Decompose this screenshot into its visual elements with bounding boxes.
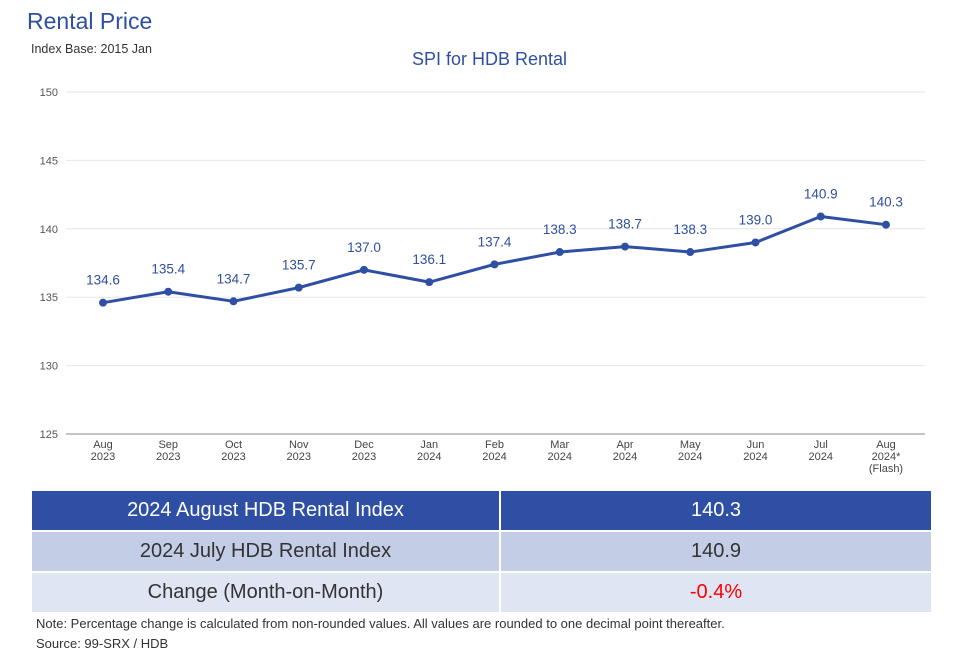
data-point xyxy=(686,248,695,257)
data-label: 138.3 xyxy=(673,222,707,237)
data-label: 138.7 xyxy=(608,217,642,232)
data-label: 140.3 xyxy=(869,195,903,210)
data-point xyxy=(751,238,760,247)
data-point xyxy=(555,248,564,257)
summary-label: 2024 August HDB Rental Index xyxy=(30,489,501,532)
data-point xyxy=(490,260,499,269)
summary-value: 140.9 xyxy=(499,530,933,573)
x-tick-label: Jan 2024 xyxy=(417,439,441,463)
x-tick-label: Feb 2024 xyxy=(482,439,506,463)
line-chart: 125 130 135 140 145 150 Aug 2023 Sep 2023 Oct 2023 N… xyxy=(40,87,925,475)
footnote: Note: Percentage change is calculated fr… xyxy=(36,616,725,631)
data-label: 137.4 xyxy=(478,234,512,249)
series-line xyxy=(101,214,888,305)
data-point xyxy=(882,220,890,229)
summary-row-current: 2024 August HDB Rental Index 140.3 xyxy=(30,489,933,532)
source-note: Source: 99-SRX / HDB xyxy=(36,636,169,651)
x-tick-label: Nov 2023 xyxy=(287,439,311,463)
y-tick-label: 125 xyxy=(40,429,58,441)
data-point xyxy=(621,242,629,251)
y-tick-label: 150 xyxy=(40,87,58,99)
x-tick-label: Aug 2023 xyxy=(91,439,115,463)
summary-label: 2024 July HDB Rental Index xyxy=(30,530,501,573)
data-label: 135.7 xyxy=(282,258,316,273)
x-tick-label: Mar 2024 xyxy=(548,439,572,463)
data-label: 137.0 xyxy=(347,240,381,255)
x-tick-label: Dec 2023 xyxy=(352,439,376,463)
data-label: 136.1 xyxy=(412,252,446,267)
data-label: 134.7 xyxy=(217,271,251,286)
index-base-subtitle: Index Base: 2015 Jan xyxy=(31,42,152,56)
data-label: 135.4 xyxy=(151,262,185,277)
summary-table: 2024 August HDB Rental Index 140.3 2024 … xyxy=(30,489,933,614)
summary-row-change: Change (Month-on-Month) -0.4% xyxy=(30,571,933,614)
chart-title: SPI for HDB Rental xyxy=(411,49,568,69)
page-title: Rental Price xyxy=(27,8,153,34)
x-tick-label: Sep 2023 xyxy=(156,439,180,463)
data-label: 138.3 xyxy=(543,222,577,237)
x-tick-label: Jun 2024 xyxy=(743,439,767,463)
x-tick-label: Aug 2024* (Flash) xyxy=(869,439,903,475)
y-tick-label: 135 xyxy=(40,292,58,304)
data-label: 140.9 xyxy=(804,186,838,201)
x-tick-label: Jul 2024 xyxy=(809,439,833,463)
data-label: 134.6 xyxy=(86,273,120,288)
data-point xyxy=(229,297,238,306)
y-tick-label: 145 xyxy=(40,155,58,167)
data-point xyxy=(99,298,107,307)
y-tick-label: 140 xyxy=(40,224,58,236)
x-tick-label: May 2024 xyxy=(678,439,702,463)
summary-value: 140.3 xyxy=(499,489,933,532)
summary-row-previous: 2024 July HDB Rental Index 140.9 xyxy=(30,530,933,573)
data-point xyxy=(294,283,303,292)
data-point xyxy=(164,287,173,296)
x-tick-label: Apr 2024 xyxy=(613,439,637,463)
x-tick-label: Oct 2023 xyxy=(221,439,245,463)
y-tick-label: 130 xyxy=(40,361,58,373)
data-point xyxy=(360,265,368,274)
summary-label: Change (Month-on-Month) xyxy=(30,571,501,614)
data-point xyxy=(816,212,825,221)
data-label: 139.0 xyxy=(739,212,773,227)
summary-change-value: -0.4% xyxy=(499,571,933,614)
data-point xyxy=(425,278,434,287)
